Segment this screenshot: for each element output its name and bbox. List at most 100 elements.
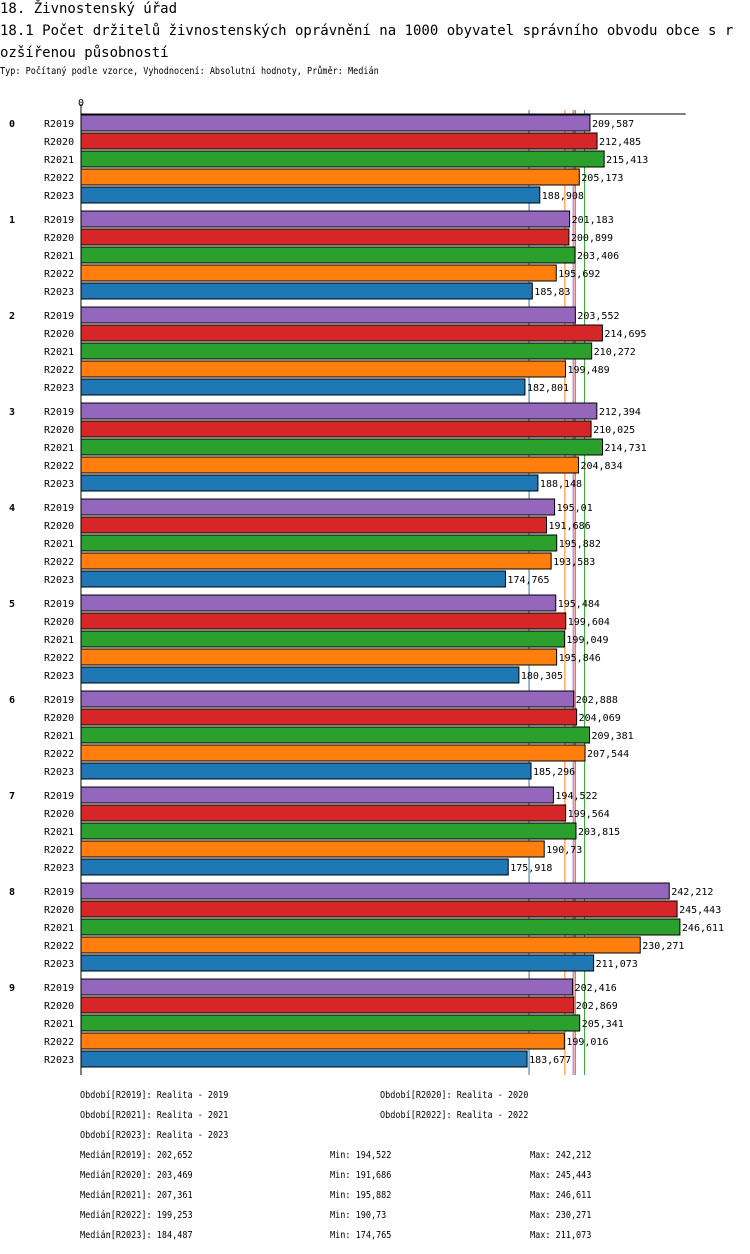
bar-r2019 [80,498,556,516]
data-label: 205,341 [582,1019,624,1030]
data-label: 210,272 [594,347,636,358]
series-label: R2023 [44,287,74,298]
series-label: R2022 [44,845,74,856]
series-label: R2020 [44,809,74,820]
series-label: R2022 [44,749,74,760]
bar-r2023 [80,186,541,204]
data-label: 207,544 [587,749,629,760]
bar-r2023 [80,858,509,876]
bar-r2021 [80,1014,581,1032]
data-label: 175,918 [510,863,552,874]
bar-r2020 [80,420,592,438]
series-label: R2023 [44,959,74,970]
series-label: R2019 [44,311,74,322]
series-label: R2019 [44,119,74,130]
category-label: 8 [9,887,15,898]
bar-r2022 [80,456,579,474]
bar-r2022 [80,936,641,954]
series-label: R2019 [44,983,74,994]
bar-r2021 [80,822,577,840]
data-label: 201,183 [572,215,614,226]
series-label: R2019 [44,599,74,610]
stat-max: Max: 211,073 [530,1230,592,1241]
data-label: 180,305 [521,671,563,682]
data-label: 195,484 [558,599,600,610]
series-label: R2021 [44,635,74,646]
category-label: 1 [9,215,15,226]
bar-r2019 [80,402,598,420]
series-label: R2022 [44,269,74,280]
data-label: 190,73 [546,845,582,856]
data-label: 199,016 [566,1037,608,1048]
bar-r2020 [80,132,598,150]
category-label: 0 [9,119,15,130]
series-label: R2022 [44,461,74,472]
bar-r2019 [80,690,575,708]
stat-min: Min: 191,686 [330,1170,392,1181]
data-label: 214,695 [604,329,646,340]
bar-r2019 [80,978,574,996]
legend-period-r2023: Období[R2023]: Realita - 2023 [80,1130,229,1141]
bar-r2020 [80,324,603,342]
data-label: 203,552 [577,311,619,322]
stat-median: Medián[R2021]: 207,361 [80,1190,193,1201]
bar-r2020 [80,612,567,630]
series-label: R2021 [44,155,74,166]
bar-r2021 [80,342,593,360]
bar-r2023 [80,282,533,300]
stat-max: Max: 245,443 [530,1170,592,1181]
bar-r2022 [80,840,545,858]
data-label: 191,686 [549,521,591,532]
data-label: 204,069 [579,713,621,724]
data-label: 185,296 [533,767,575,778]
data-label: 182,801 [527,383,569,394]
bar-r2021 [80,918,681,936]
data-label: 212,394 [599,407,641,418]
stat-min: Min: 190,73 [330,1210,387,1221]
bar-r2021 [80,630,565,648]
legend-period-r2019: Období[R2019]: Realita - 2019 [80,1090,229,1101]
series-label: R2019 [44,503,74,514]
series-label: R2020 [44,329,74,340]
legend-period-r2021: Období[R2021]: Realita - 2021 [80,1110,229,1121]
bar-r2022 [80,264,557,282]
bar-r2022 [80,648,558,666]
bar-r2021 [80,246,576,264]
bar-r2020 [80,516,548,534]
bar-r2023 [80,474,539,492]
series-label: R2021 [44,539,74,550]
chart-title: 18.1 Počet držitelů živnostenských opráv… [0,23,734,61]
series-label: R2023 [44,1055,74,1066]
series-label: R2023 [44,863,74,874]
series-label: R2021 [44,1019,74,1030]
bar-r2019 [80,786,554,804]
series-label: R2021 [44,347,74,358]
category-label: 4 [9,503,15,514]
series-label: R2020 [44,521,74,532]
chart-info: Typ: Počítaný podle vzorce, Vyhodnocení:… [0,66,379,77]
data-label: 204,834 [580,461,622,472]
bar-r2020 [80,900,678,918]
series-label: R2022 [44,653,74,664]
stat-min: Min: 194,522 [330,1150,392,1161]
bar-r2023 [80,666,520,684]
series-label: R2021 [44,731,74,742]
data-label: 202,416 [575,983,617,994]
series-label: R2023 [44,383,74,394]
series-label: R2023 [44,191,74,202]
data-label: 185,83 [534,287,570,298]
series-label: R2019 [44,695,74,706]
data-label: 209,587 [592,119,634,130]
data-label: 195,846 [559,653,601,664]
bar-r2020 [80,996,575,1014]
bar-r2019 [80,594,557,612]
bar-r2022 [80,168,580,186]
data-label: 242,212 [671,887,713,898]
series-label: R2020 [44,1001,74,1012]
series-label: R2020 [44,137,74,148]
bar-r2023 [80,570,506,588]
stat-median: Medián[R2022]: 199,253 [80,1210,193,1221]
bar-r2020 [80,708,578,726]
stat-median: Medián[R2020]: 203,469 [80,1170,193,1181]
stat-max: Max: 246,611 [530,1190,592,1201]
